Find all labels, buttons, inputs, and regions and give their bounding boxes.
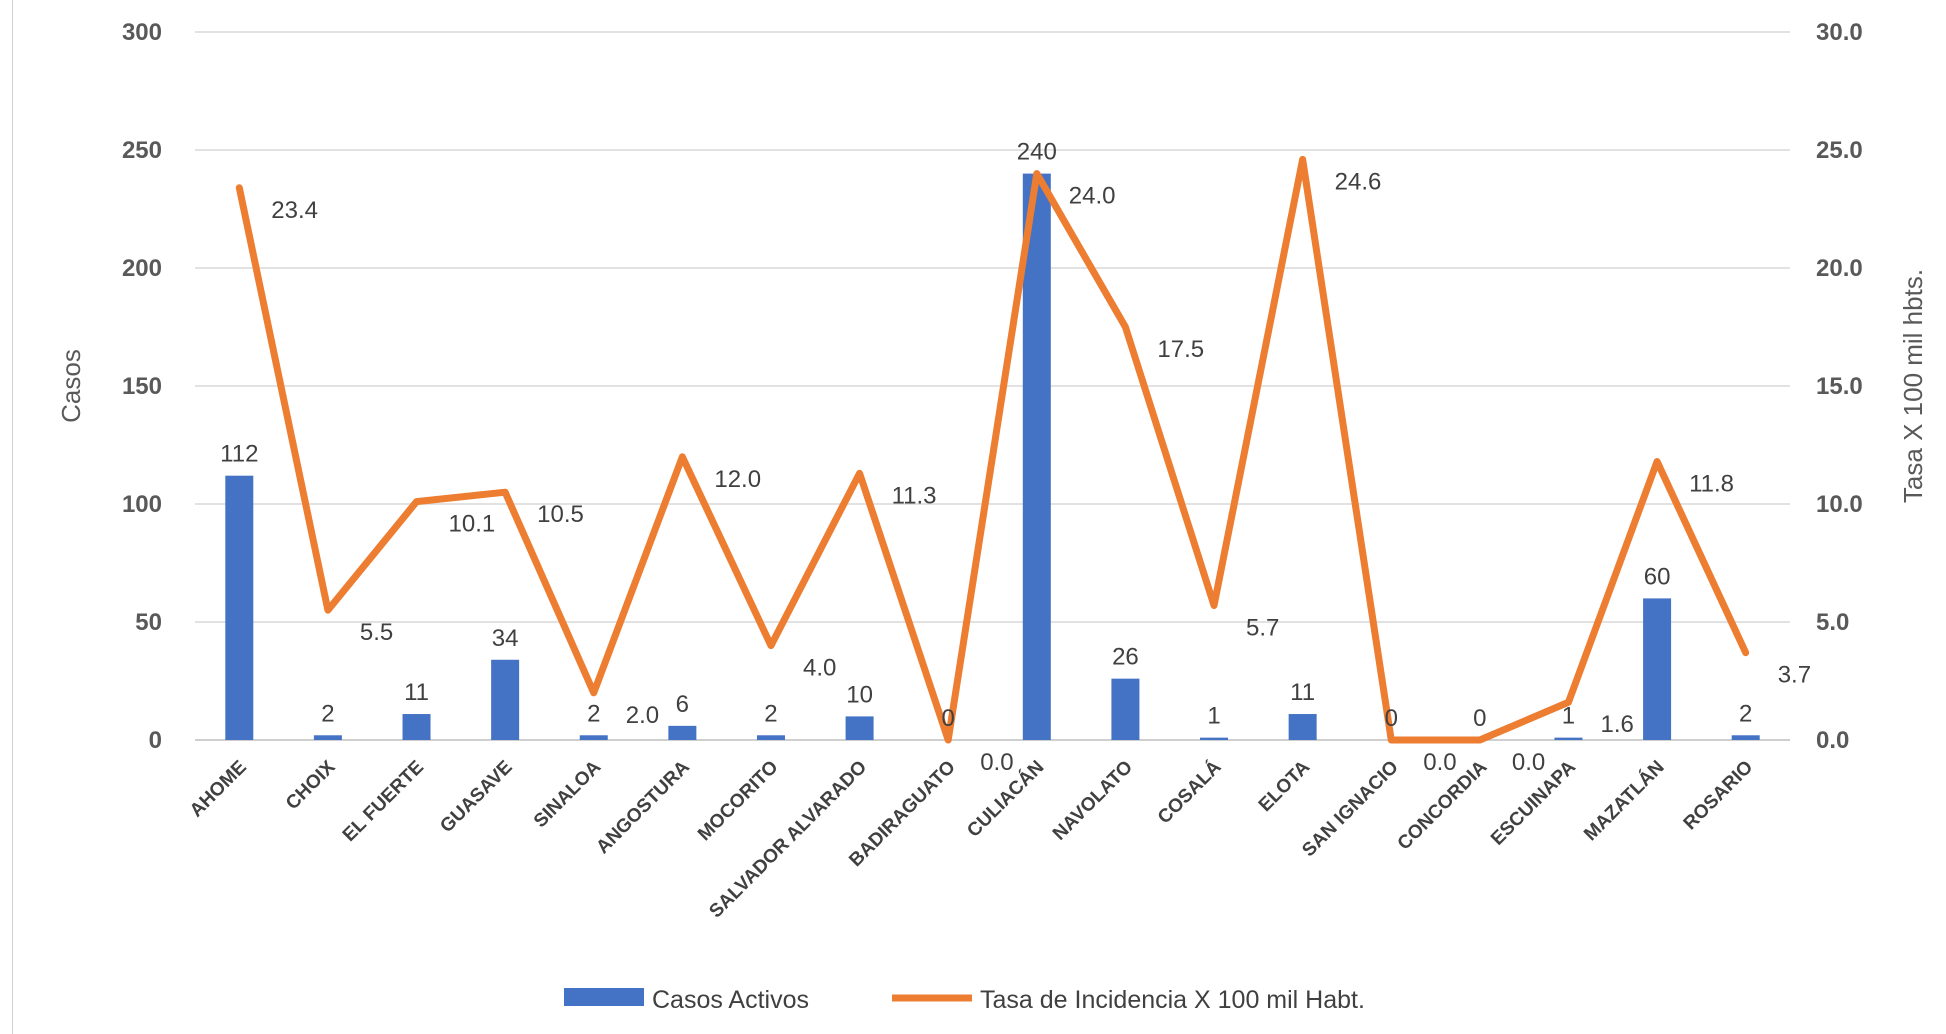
y-axis-title: Casos (56, 349, 86, 423)
bar-data-label: 2 (587, 700, 600, 727)
line-series (235, 155, 1750, 744)
legend-label: Tasa de Incidencia X 100 mil Habt. (980, 986, 1365, 1014)
x-tick-label: SAN IGNACIO (1298, 757, 1402, 861)
bar (756, 735, 785, 740)
bar-data-label: 0 (1473, 705, 1486, 732)
y-tick-label: 200 (122, 255, 162, 282)
x-tick-label: ELOTA (1255, 756, 1315, 816)
x-tick-label: ROSARIO (1680, 757, 1758, 835)
x-tick-label: CHOIX (282, 756, 340, 814)
x-tick-label: NAVOLATO (1049, 757, 1137, 845)
line-path (235, 155, 1750, 744)
bar (845, 716, 874, 740)
bar (1554, 737, 1583, 740)
line-data-label: 2.0 (626, 702, 659, 729)
bar (491, 659, 520, 740)
line-data-label: 24.0 (1069, 183, 1116, 210)
y2-tick-label: 20.0 (1816, 255, 1863, 282)
line-data-label: 5.7 (1246, 614, 1279, 641)
x-tick-label: MOCORITO (694, 757, 782, 845)
legend-swatch-bar (564, 988, 644, 1006)
bar (1643, 598, 1672, 740)
bar-data-label: 0 (1385, 705, 1398, 732)
bar-data-label: 10 (846, 681, 873, 708)
line-data-label: 10.5 (537, 501, 584, 528)
bar-data-label: 0 (942, 705, 955, 732)
bar (579, 735, 608, 740)
bar-data-label: 1 (1562, 703, 1575, 730)
x-tick-label: ANGOSTURA (592, 756, 694, 858)
line-data-label: 17.5 (1157, 336, 1204, 363)
bar-data-label: 240 (1017, 139, 1057, 166)
bar (402, 714, 431, 740)
y2-tick-label: 30.0 (1816, 19, 1863, 46)
line-data-label: 10.1 (449, 511, 496, 538)
line-data-label: 11.3 (892, 482, 937, 509)
chart-frame-border (12, 0, 13, 1034)
y2-tick-label: 15.0 (1816, 373, 1863, 400)
bar-data-label: 1 (1207, 703, 1220, 730)
bar-data-label: 2 (764, 700, 777, 727)
y2-tick-label: 25.0 (1816, 137, 1863, 164)
bar-data-label: 11 (1290, 679, 1315, 706)
bar-data-label: 2 (321, 700, 334, 727)
line-data-label: 5.5 (360, 619, 393, 646)
line-data-label: 24.6 (1335, 168, 1382, 195)
line-data-label: 1.6 (1600, 711, 1633, 738)
bar (1200, 737, 1229, 740)
bar (1022, 173, 1051, 741)
bar-data-label: 60 (1644, 563, 1671, 590)
y-tick-label: 250 (122, 137, 162, 164)
line-data-label: 0.0 (1512, 749, 1545, 776)
bar-series (225, 173, 1760, 741)
line-data-label: 0.0 (1423, 749, 1456, 776)
bar-data-label: 2 (1739, 700, 1752, 727)
bar-data-label: 34 (492, 625, 519, 652)
x-tick-label: SINALOA (530, 756, 606, 832)
bar-data-label: 26 (1112, 644, 1139, 671)
y2-tick-label: 5.0 (1816, 609, 1849, 636)
bar (225, 475, 254, 740)
y2-tick-label: 10.0 (1816, 491, 1863, 518)
bar-data-label: 6 (676, 691, 689, 718)
bar (1111, 678, 1140, 740)
y-tick-label: 300 (122, 19, 162, 46)
line-data-label: 11.8 (1689, 471, 1734, 498)
line-data-label: 0.0 (980, 749, 1013, 776)
bar-data-label: 112 (220, 441, 258, 468)
line-data-label: 4.0 (803, 655, 836, 682)
legend-label: Casos Activos (652, 986, 809, 1014)
gridlines (195, 31, 1790, 741)
line-data-label: 12.0 (714, 466, 761, 493)
line-data-label: 23.4 (271, 197, 318, 224)
bar-data-label: 11 (404, 679, 429, 706)
y2-tick-label: 0.0 (1816, 727, 1849, 754)
x-tick-label: GUASAVE (436, 757, 516, 837)
bar (313, 735, 342, 740)
line-data-label: 3.7 (1778, 662, 1811, 689)
x-tick-label: SALVADOR ALVARADO (706, 757, 872, 923)
y2-axis-title: Tasa X 100 mil hbts. (1898, 269, 1928, 503)
x-tick-label: EL FUERTE (339, 757, 428, 846)
legend: Casos Activos Tasa de Incidencia X 100 mi… (564, 986, 1365, 1014)
bar (1731, 735, 1760, 740)
x-tick-label: AHOME (186, 757, 251, 822)
bar (1288, 714, 1317, 740)
y-tick-label: 50 (135, 609, 162, 636)
x-tick-label: COSALÁ (1153, 756, 1225, 828)
y-tick-label: 0 (149, 727, 162, 754)
y-tick-label: 150 (122, 373, 162, 400)
bar (668, 725, 697, 740)
y-tick-label: 100 (122, 491, 162, 518)
x-tick-label: MAZATLÁN (1579, 756, 1668, 845)
